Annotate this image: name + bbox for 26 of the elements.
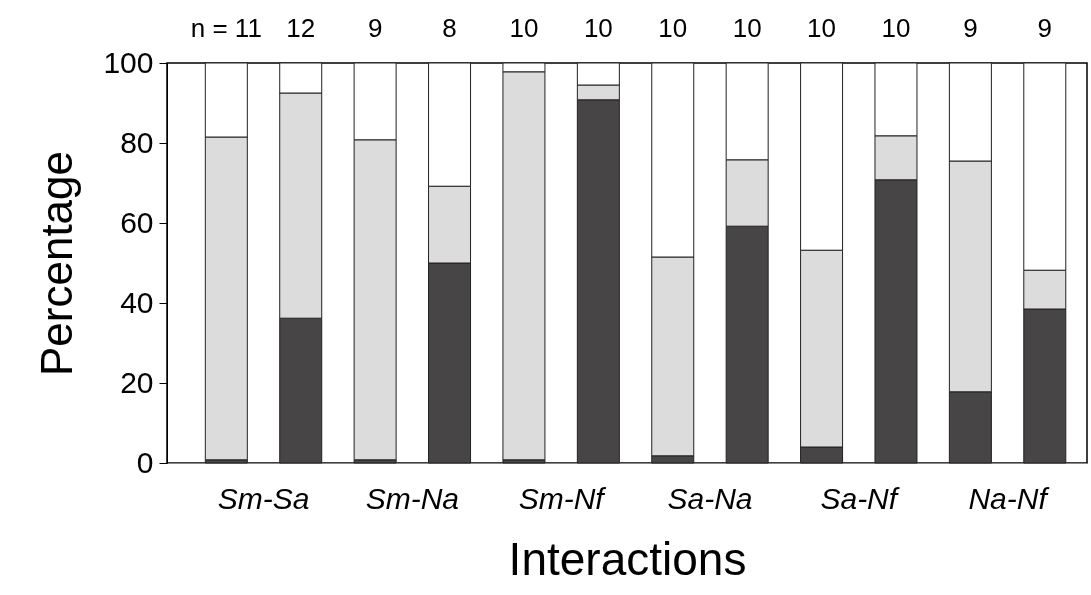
text: 10: [732, 13, 762, 43]
x-tick-label: Sm-Nf: [518, 482, 607, 515]
y-tick-label: 60: [120, 205, 154, 239]
text: 9: [367, 13, 383, 43]
x-tick-label: Sm-Na: [365, 482, 460, 515]
y-tick-label: 20: [120, 365, 154, 399]
text: 12: [286, 13, 316, 43]
x-tick-label: Na-Nf: [968, 482, 1050, 515]
text: 8: [442, 13, 457, 43]
x-axis-title: Interactions: [508, 532, 747, 585]
text: 10: [881, 13, 911, 43]
text: n = 11: [190, 13, 262, 43]
x-tick-label: Sa-Na: [667, 482, 753, 515]
y-tick-label: 40: [120, 285, 154, 319]
y-tick-label: 0: [136, 445, 154, 479]
y-tick-label: 100: [103, 45, 154, 79]
x-tick-label: Sa-Nf: [820, 482, 900, 515]
text: 10: [658, 13, 688, 43]
text: 10: [807, 13, 837, 43]
text: 10: [583, 13, 613, 43]
text: 9: [1037, 13, 1053, 43]
text: 10: [509, 13, 539, 43]
y-axis-title: Percentage: [32, 150, 82, 377]
text: 9: [963, 13, 978, 43]
x-tick-label: Sm-Sa: [217, 482, 310, 515]
y-tick-label: 80: [120, 125, 154, 159]
